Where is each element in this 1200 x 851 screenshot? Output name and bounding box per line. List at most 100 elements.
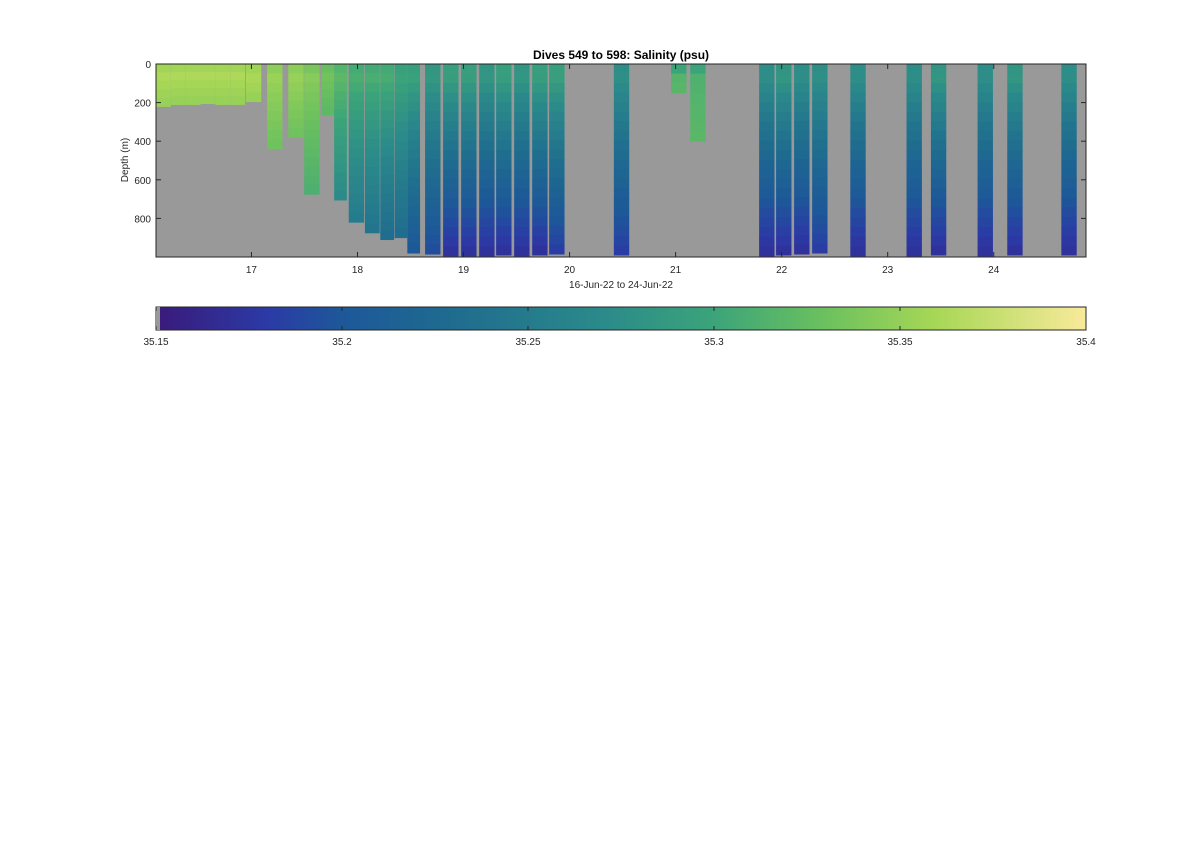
profile-column <box>348 64 365 223</box>
profile-cell <box>930 216 947 227</box>
profile-cell <box>759 92 775 103</box>
profile-cell <box>425 159 441 169</box>
profile-cell <box>407 139 421 150</box>
profile-cell <box>1061 140 1077 151</box>
profile-cell <box>1007 226 1023 237</box>
profile-cell <box>394 179 408 190</box>
profile-cell <box>425 73 441 84</box>
profile-cell <box>407 168 421 178</box>
profile-cell <box>461 188 477 199</box>
y-tick-label: 200 <box>134 99 151 110</box>
profile-cell <box>549 149 565 160</box>
profile-cell <box>532 102 548 113</box>
profile-cell <box>1007 159 1023 170</box>
profile-cell <box>380 119 395 130</box>
profile-cell <box>443 150 459 161</box>
profile-cell <box>613 245 630 256</box>
profile-cell <box>906 198 922 209</box>
profile-cell <box>394 160 408 171</box>
profile-cell <box>380 100 395 111</box>
profile-cell <box>407 92 421 103</box>
profile-cell <box>794 92 810 103</box>
profile-cell <box>407 130 421 141</box>
profile-cell <box>812 92 828 103</box>
profile-cell <box>304 129 320 139</box>
profile-cell <box>443 246 459 257</box>
profile-cell <box>334 64 347 74</box>
profile-cell <box>1007 149 1023 160</box>
profile-cell <box>532 178 548 189</box>
colorbar-tick-label: 35.25 <box>515 337 540 348</box>
profile-cell <box>479 73 495 84</box>
profile-cell <box>425 149 441 160</box>
profile-cell <box>267 120 283 131</box>
profile-cell <box>930 245 947 256</box>
profile-cell <box>977 188 993 199</box>
profile-cell <box>690 112 706 123</box>
profile-cell <box>1007 73 1023 84</box>
profile-cell <box>776 102 792 113</box>
profile-cell <box>479 236 495 247</box>
profile-cell <box>514 131 530 142</box>
profile-cell <box>759 169 775 180</box>
profile-cell <box>812 158 828 169</box>
profile-cell <box>461 64 477 75</box>
profile-cell <box>1061 102 1077 113</box>
profile-cell <box>334 100 347 110</box>
profile-cell <box>776 245 792 256</box>
profile-column <box>185 64 201 105</box>
x-axis: 17 18 19 20 21 22 23 24 <box>246 64 1000 276</box>
profile-cell <box>425 235 441 245</box>
profile-cell <box>348 110 365 121</box>
profile-cell <box>407 64 421 74</box>
profile-cell <box>759 140 775 151</box>
profile-cell <box>794 73 810 84</box>
profile-cell <box>532 216 548 227</box>
profile-cell <box>496 111 512 122</box>
profile-cell <box>776 216 792 227</box>
profile-cell <box>170 96 186 105</box>
profile-cell <box>812 101 828 112</box>
profile-cell <box>977 64 993 75</box>
profile-cell <box>850 64 866 75</box>
profile-cell <box>364 223 380 234</box>
profile-cell <box>977 246 993 257</box>
profile-cell <box>461 236 477 247</box>
profile-cell <box>812 82 828 93</box>
profile-cell <box>514 112 530 123</box>
colorbar-axis: 35.15 35.2 35.25 35.3 35.35 35.4 <box>143 307 1096 348</box>
profile-cell <box>170 72 186 81</box>
profile-cell <box>321 72 335 82</box>
profile-column <box>334 64 347 201</box>
profile-cell <box>1061 235 1077 246</box>
profile-cell <box>267 130 283 140</box>
profile-cell <box>364 101 380 112</box>
profile-cell <box>215 80 231 89</box>
profile-cell <box>977 150 993 161</box>
profile-cell <box>443 217 459 228</box>
profile-cell <box>334 136 347 147</box>
profile-cell <box>407 149 421 159</box>
profile-cell <box>304 101 320 111</box>
profile-cell <box>812 149 828 159</box>
profile-column <box>394 64 408 239</box>
profile-cell <box>532 121 548 132</box>
profile-cell <box>549 178 565 188</box>
profile-cell <box>394 64 408 75</box>
profile-cell <box>380 202 395 213</box>
profile-cell <box>759 198 775 209</box>
profile-cell <box>794 130 810 141</box>
profile-cell <box>930 121 947 132</box>
profile-cell <box>850 160 866 171</box>
profile-cell <box>671 64 687 75</box>
profile-cell <box>461 160 477 171</box>
profile-cell <box>461 169 477 180</box>
profile-cell <box>1007 130 1023 141</box>
profile-column <box>906 64 922 257</box>
profile-cell <box>1007 245 1023 256</box>
profile-cell <box>613 188 630 199</box>
profile-cell <box>613 64 630 74</box>
profile-cell <box>514 179 530 190</box>
profile-cell <box>1061 73 1077 84</box>
colorbar <box>155 306 1087 331</box>
